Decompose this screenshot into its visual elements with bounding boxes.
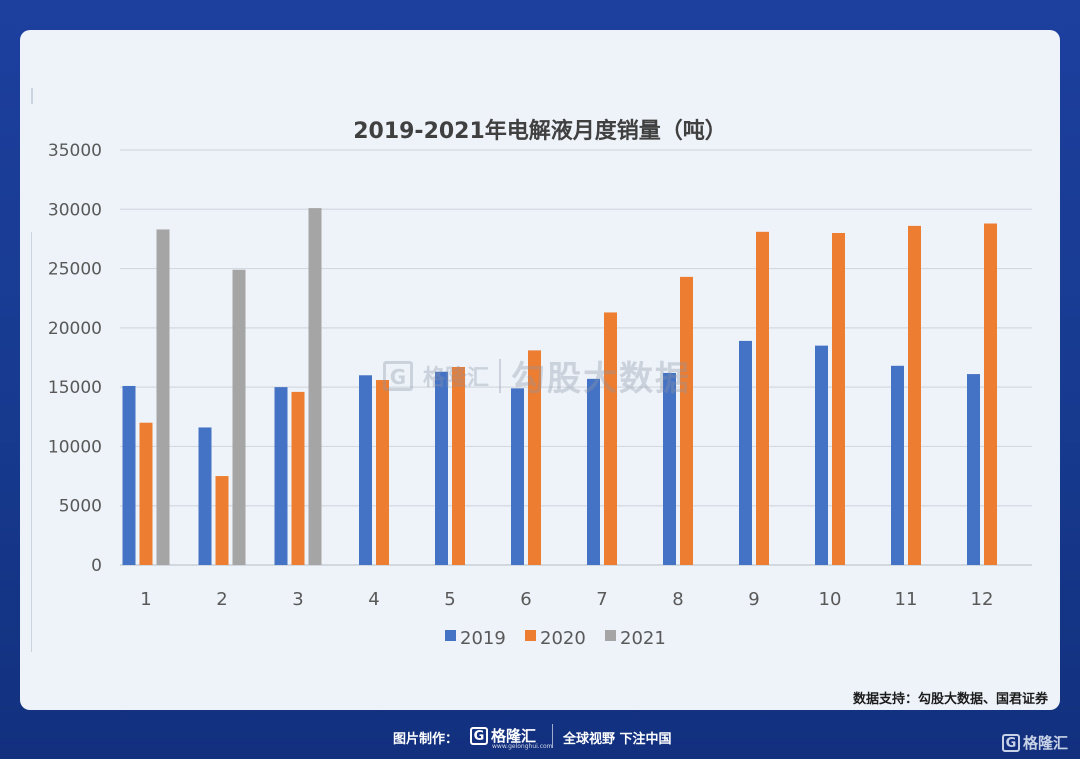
- y-tick-label: 15000: [48, 378, 102, 398]
- footer: 图片制作： G 格隆汇 www.gelonghui.com 全球视野 下注中国: [0, 722, 1080, 752]
- legend: 2019 2020 2021: [445, 628, 666, 649]
- bar-2019-month-6: [511, 388, 524, 565]
- bar-2019-month-12: [967, 374, 980, 565]
- bar-2020-month-3: [291, 391, 305, 565]
- x-tick-label: 12: [971, 589, 994, 610]
- x-tick-label: 8: [672, 589, 683, 610]
- bar-2019-month-8: [663, 372, 676, 565]
- bar-2019-month-3: [274, 387, 288, 565]
- bar-2020-month-8: [680, 276, 693, 565]
- bars: [122, 208, 997, 566]
- footer-label: 图片制作：: [393, 732, 459, 747]
- legend-label-2021: 2021: [620, 628, 666, 649]
- corner-brand-logo: G 格隆汇: [1001, 732, 1068, 753]
- y-tick-label: 25000: [48, 260, 102, 280]
- footer-divider: [552, 724, 553, 748]
- bar-2019-month-11: [891, 365, 904, 565]
- legend-swatch-2021: [605, 630, 616, 641]
- footer-brand-url: www.gelonghui.com: [492, 743, 553, 750]
- x-tick-label: 10: [819, 589, 842, 610]
- x-tick-label: 4: [368, 589, 379, 610]
- legend-label-2020: 2020: [540, 628, 586, 649]
- x-tick-label: 5: [444, 589, 455, 610]
- card-edge-mark: [31, 88, 33, 104]
- y-tick-label: 10000: [48, 437, 102, 457]
- gridlines: [120, 149, 1032, 566]
- bar-2019-month-4: [359, 375, 372, 565]
- x-tick-label: 7: [596, 589, 607, 610]
- bar-2020-month-10: [832, 233, 845, 565]
- bar-2020-month-11: [908, 225, 921, 565]
- x-tick-label: 2: [216, 589, 227, 610]
- y-tick-label: 35000: [48, 141, 102, 161]
- brand-logo-icon: G: [470, 726, 488, 745]
- y-tick-label: 20000: [48, 319, 102, 339]
- footer-brand-name: 格隆汇: [491, 727, 537, 745]
- footer-slogan: 全球视野 下注中国: [563, 732, 672, 747]
- x-axis-ticks: 1 2 3 4 5 6 7 8 9 10 11 12: [140, 589, 993, 610]
- x-tick-label: 9: [748, 589, 759, 610]
- bar-2020-month-5: [452, 366, 465, 565]
- x-tick-label: 3: [292, 589, 303, 610]
- bar-2019-month-1: [122, 385, 136, 565]
- bar-2020-month-12: [984, 223, 997, 565]
- bar-2020-month-6: [528, 350, 541, 565]
- bar-2021-month-1: [156, 229, 170, 565]
- bar-2020-month-7: [604, 312, 617, 565]
- y-tick-label: 30000: [48, 200, 102, 220]
- y-tick-label: 5000: [59, 497, 102, 517]
- y-tick-label: 0: [91, 556, 102, 576]
- bar-2021-month-2: [232, 269, 246, 565]
- bar-2019-month-7: [587, 378, 600, 565]
- bar-2020-month-2: [215, 476, 229, 565]
- card-edge-line: [31, 232, 32, 652]
- bar-2020-month-4: [376, 380, 389, 565]
- bar-2020-month-1: [139, 422, 153, 565]
- x-tick-label: 11: [895, 589, 918, 610]
- bar-2020-month-9: [756, 231, 769, 566]
- y-axis-ticks: 0 5000 10000 15000 20000 25000 30000 35000: [48, 141, 102, 576]
- bar-2019-month-9: [739, 340, 752, 565]
- source-note: 数据支持：勾股大数据、国君证券: [852, 692, 1048, 707]
- legend-swatch-2020: [525, 630, 536, 641]
- footer-brand-logo[interactable]: G 格隆汇 www.gelonghui.com: [470, 725, 553, 750]
- bar-2021-month-3: [308, 208, 322, 565]
- x-tick-label: 1: [140, 589, 151, 610]
- corner-logo-icon: G: [1001, 733, 1020, 752]
- bar-2019-month-2: [198, 427, 212, 565]
- legend-label-2019: 2019: [460, 628, 506, 649]
- corner-brand-name: 格隆汇: [1022, 734, 1068, 752]
- chart-title: 2019-2021年电解液月度销量（吨）: [353, 118, 727, 144]
- legend-swatch-2019: [445, 630, 456, 641]
- bar-2019-month-5: [435, 371, 448, 565]
- x-tick-label: 6: [520, 589, 531, 610]
- bar-2019-month-10: [815, 345, 828, 565]
